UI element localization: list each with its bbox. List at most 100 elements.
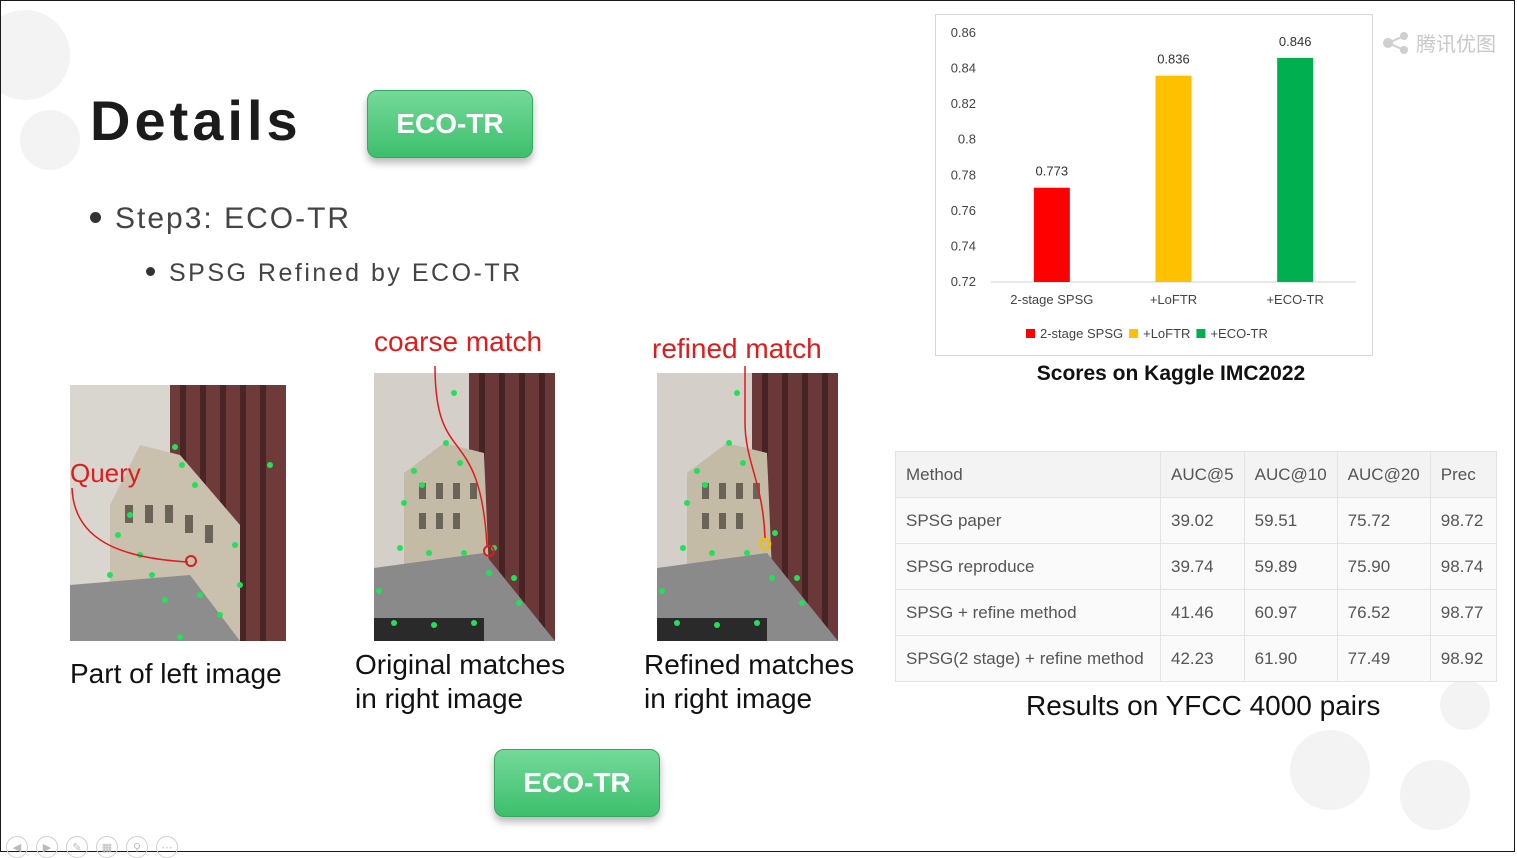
y-tick-label: 0.72: [951, 274, 976, 289]
table-cell: SPSG(2 stage) + refine method: [895, 635, 1161, 682]
table-cell: 60.97: [1243, 589, 1338, 636]
share-logo-icon: [1383, 31, 1408, 54]
table-header-cell: AUC@5: [1160, 451, 1245, 498]
y-tick-label: 0.74: [951, 238, 976, 253]
watermark: 腾讯优图: [1382, 28, 1496, 57]
left-image-crop: [70, 385, 286, 641]
y-tick-label: 0.76: [951, 203, 976, 218]
table-cell: 98.72: [1429, 497, 1497, 544]
table-cell: 59.51: [1243, 497, 1338, 544]
table-cell: 59.89: [1243, 543, 1338, 590]
bar: [1033, 187, 1070, 282]
bar: [1277, 57, 1314, 283]
table-cell: 98.77: [1429, 589, 1497, 636]
y-tick-label: 0.82: [951, 96, 976, 111]
more-icon[interactable]: ⋯: [156, 836, 178, 858]
table-cell: 41.46: [1160, 589, 1245, 636]
bar: [1155, 75, 1192, 282]
legend-label: +LoFTR: [1143, 326, 1190, 341]
legend-swatch: [1026, 329, 1035, 338]
background-decoration: [20, 110, 80, 170]
y-tick-label: 0.86: [951, 25, 976, 40]
y-tick-label: 0.8: [958, 132, 976, 147]
caption-middle-image: Original matches in right image: [355, 648, 565, 716]
zoom-icon[interactable]: ⚲: [126, 836, 148, 858]
x-tick-label: +LoFTR: [1150, 292, 1197, 307]
table-cell: 39.02: [1160, 497, 1245, 544]
table-caption: Results on YFCC 4000 pairs: [1026, 690, 1381, 721]
table-cell: 61.90: [1243, 635, 1338, 682]
table-cell: SPSG paper: [895, 497, 1161, 544]
eco-tr-button-top[interactable]: ECO-TR: [367, 90, 533, 158]
building-photo: [374, 373, 555, 641]
bar-value-label: 0.846: [1279, 34, 1312, 49]
slide-title: Details: [90, 89, 302, 152]
bar-chart-panel: 0.86 0.84 0.82 0.8 0.78 0.76 0.74 0.72 0.773 2-st…: [935, 14, 1373, 356]
background-decoration: [1400, 760, 1470, 830]
table-header-cell: Method: [895, 451, 1161, 498]
middle-image-crop: [374, 373, 555, 641]
table-cell: SPSG + refine method: [895, 589, 1161, 636]
caption-right-image: Refined matches in right image: [644, 648, 854, 716]
bullet-spsg-refined-text: SPSG Refined by ECO-TR: [169, 259, 523, 287]
y-tick-label: 0.78: [951, 167, 976, 182]
legend-swatch: [1196, 329, 1206, 338]
table-cell: SPSG reproduce: [895, 543, 1161, 590]
legend-swatch: [1129, 329, 1139, 338]
bar-value-label: 0.836: [1157, 52, 1190, 67]
table-cell: 42.23: [1160, 635, 1245, 682]
coarse-match-arrow: [434, 365, 488, 547]
table-header-cell: Prec: [1429, 451, 1497, 498]
caption-middle-line1: Original matches: [355, 649, 566, 680]
caption-left-image: Part of left image: [70, 658, 282, 689]
table-cell: 39.74: [1160, 543, 1245, 590]
table-cell: 98.74: [1429, 543, 1497, 590]
presentation-controls: ◀ ▶ ✎ ▦ ⚲ ⋯: [6, 836, 178, 858]
y-tick-label: 0.84: [951, 61, 976, 76]
background-decoration: [1290, 730, 1370, 810]
eco-tr-button-bottom[interactable]: ECO-TR: [494, 749, 660, 817]
bullet-step3-text: Step3: ECO-TR: [115, 202, 352, 235]
bar-chart: 0.86 0.84 0.82 0.8 0.78 0.76 0.74 0.72 0.773 2-st…: [951, 25, 1356, 341]
background-decoration: [1440, 680, 1490, 730]
refined-match-label: refined match: [652, 333, 822, 364]
results-table: Method AUC@5 AUC@10 AUC@20 Prec SPSG pap…: [895, 451, 1497, 682]
legend-label: 2-stage SPSG: [1040, 326, 1123, 341]
x-tick-label: 2-stage SPSG: [1010, 292, 1093, 307]
coarse-match-label: coarse match: [374, 326, 543, 357]
bar-value-label: 0.773: [1036, 164, 1069, 179]
legend-label: +ECO-TR: [1210, 326, 1267, 341]
caption-middle-line2: in right image: [355, 683, 524, 714]
prev-icon[interactable]: ◀: [6, 836, 28, 858]
x-tick-label: +ECO-TR: [1266, 292, 1323, 307]
building-photo: [657, 373, 838, 641]
refined-match-arrow: [744, 366, 766, 539]
caption-right-line2: in right image: [644, 683, 813, 714]
slides-icon[interactable]: ▦: [96, 836, 118, 858]
table-cell: 98.92: [1429, 635, 1497, 682]
table-cell: 77.49: [1336, 635, 1431, 682]
table-row: SPSG paper 39.02 59.51 75.72 98.72: [895, 497, 1497, 544]
table-header-row: Method AUC@5 AUC@10 AUC@20 Prec: [895, 451, 1497, 498]
table-header-cell: AUC@20: [1336, 451, 1431, 498]
pen-icon[interactable]: ✎: [66, 836, 88, 858]
bullet-spsg-refined: SPSG Refined by ECO-TR: [146, 259, 523, 288]
table-row: SPSG + refine method 41.46 60.97 76.52 9…: [895, 589, 1497, 636]
bullet-icon: [146, 266, 155, 276]
table-row: SPSG(2 stage) + refine method 42.23 61.9…: [895, 635, 1497, 682]
table-row: SPSG reproduce 39.74 59.89 75.90 98.74: [895, 543, 1497, 590]
bullet-icon: [90, 211, 101, 223]
query-label: Query: [70, 458, 141, 488]
caption-right-line1: Refined matches: [644, 649, 855, 680]
watermark-text: 腾讯优图: [1416, 34, 1496, 56]
table-cell: 75.72: [1336, 497, 1431, 544]
query-arrow: [71, 487, 189, 563]
bullet-step3: Step3: ECO-TR: [90, 202, 351, 236]
table-cell: 75.90: [1336, 543, 1431, 590]
building-photo: [70, 385, 286, 641]
chart-caption: Scores on Kaggle IMC2022: [1036, 362, 1306, 385]
next-icon[interactable]: ▶: [36, 836, 58, 858]
background-decoration: [0, 10, 70, 100]
table-cell: 76.52: [1336, 589, 1431, 636]
right-image-crop: [657, 373, 838, 641]
